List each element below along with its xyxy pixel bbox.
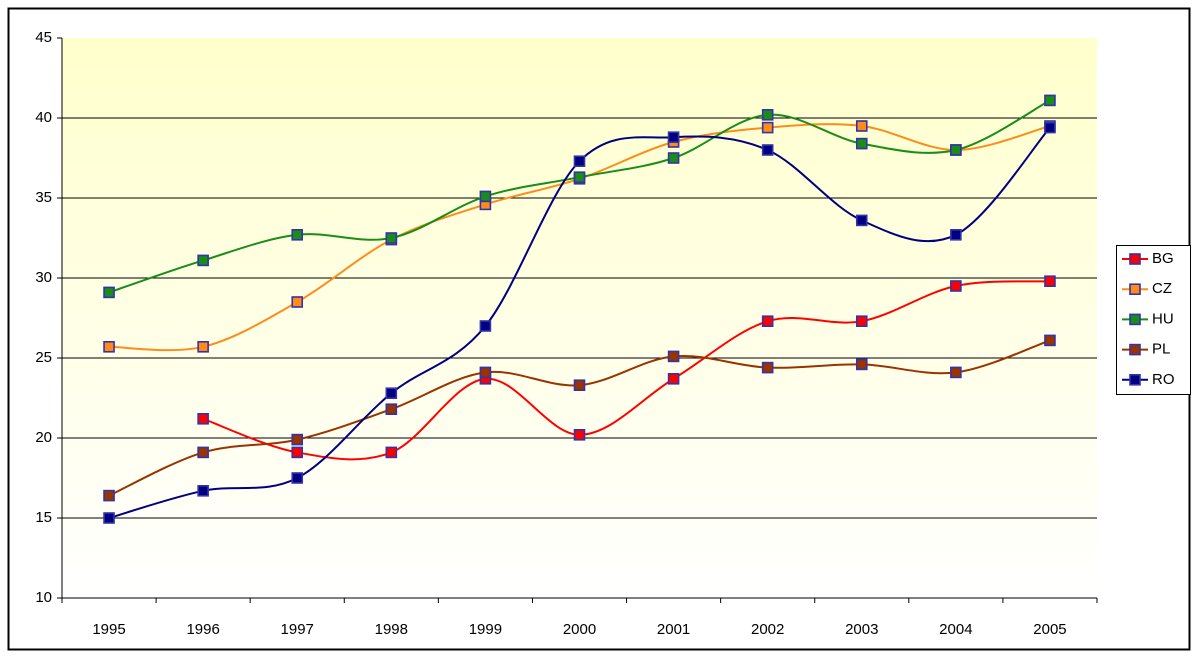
x-tick-label: 2000 [563, 621, 596, 638]
y-tick-label: 35 [35, 189, 52, 206]
point [385, 387, 398, 400]
x-tick-label: 1996 [186, 621, 219, 638]
point [479, 366, 492, 379]
legend-label: CZ [1152, 280, 1172, 297]
point [197, 340, 209, 353]
point [291, 229, 304, 241]
point [855, 120, 868, 132]
point [385, 446, 398, 459]
legend-label: PL [1152, 341, 1170, 358]
point [950, 366, 962, 379]
x-tick-label: 2001 [657, 621, 690, 638]
point [197, 446, 209, 459]
point [1044, 275, 1056, 288]
legend-label: BG [1152, 250, 1174, 267]
point [1044, 94, 1056, 107]
point [479, 320, 492, 332]
point [573, 171, 586, 183]
point [291, 446, 304, 459]
point [855, 214, 868, 227]
point [291, 472, 304, 484]
legend-marker [1129, 343, 1141, 356]
point [103, 512, 115, 524]
axes: 10 15 20 25 30 35 40 45 1995 1996 1997 1998 1999 2000… [35, 29, 1098, 638]
y-tick-label: 45 [35, 29, 52, 46]
point [667, 372, 680, 385]
point [855, 358, 868, 371]
legend-marker [1129, 313, 1141, 326]
point [667, 152, 680, 164]
point [573, 155, 586, 167]
point [667, 350, 680, 363]
y-tick-label: 40 [35, 109, 52, 126]
point [1044, 121, 1056, 134]
y-tick-label: 25 [35, 349, 52, 366]
x-tick-label: 2002 [751, 621, 784, 638]
point [761, 144, 774, 156]
point [855, 137, 868, 150]
plot-area [62, 38, 1097, 598]
point [1044, 334, 1056, 347]
point [761, 121, 774, 134]
point [291, 433, 304, 446]
point [761, 361, 774, 374]
legend: BG CZ HU PL RO [1122, 250, 1175, 388]
series-lines [103, 94, 1056, 524]
point [667, 131, 680, 143]
point [197, 254, 209, 267]
grid [62, 117, 1097, 519]
legend-marker [1129, 373, 1141, 386]
legend-marker [1129, 253, 1141, 265]
legend-marker [1129, 283, 1141, 296]
x-tick-label: 2005 [1033, 621, 1066, 638]
x-tick-label: 1995 [92, 621, 125, 638]
point [573, 428, 586, 441]
point [197, 412, 209, 425]
point [291, 296, 304, 308]
series-line [202, 280, 1051, 461]
legend-label: RO [1152, 371, 1175, 388]
y-tick-label: 10 [35, 589, 52, 606]
x-tick-label: 1999 [469, 621, 502, 638]
x-tick-label: 1997 [281, 621, 314, 638]
y-tick-label: 30 [35, 269, 52, 286]
point [855, 315, 868, 328]
point [950, 280, 962, 292]
y-tick-label: 15 [35, 509, 52, 526]
point [950, 144, 962, 156]
x-tick-label: 2003 [845, 621, 878, 638]
point [950, 229, 962, 241]
point [103, 489, 115, 502]
point [103, 340, 115, 353]
point [197, 484, 209, 497]
y-tick-label: 20 [35, 429, 52, 446]
legend-label: HU [1152, 310, 1174, 327]
point [385, 232, 398, 244]
point [573, 379, 586, 392]
point [385, 403, 398, 416]
x-tick-label: 1998 [375, 621, 408, 638]
point [479, 190, 492, 203]
x-tick-label: 2004 [939, 621, 972, 638]
point [761, 109, 774, 121]
point [761, 315, 774, 328]
point [103, 286, 115, 299]
